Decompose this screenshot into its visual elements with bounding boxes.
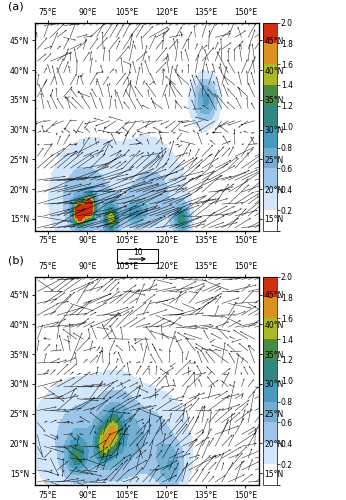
Bar xyxy=(118,248,158,263)
Text: (b): (b) xyxy=(8,256,24,266)
Text: 10: 10 xyxy=(133,248,143,257)
Text: (a): (a) xyxy=(8,2,23,12)
